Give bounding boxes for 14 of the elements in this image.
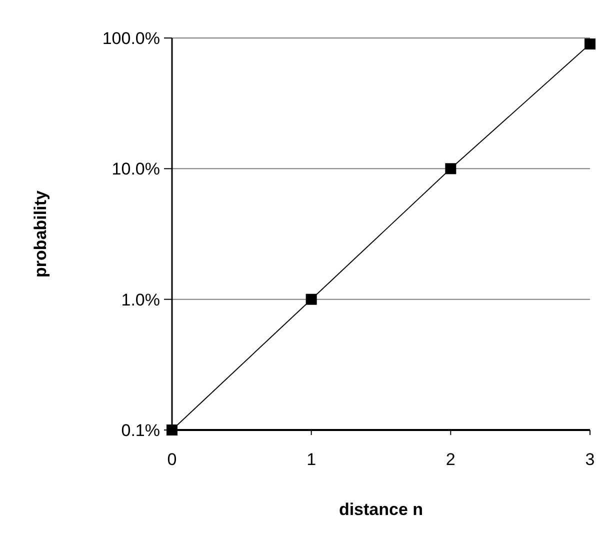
point — [445, 163, 456, 174]
y-tick-label: 1.0% — [121, 290, 160, 310]
x-tick-label: 2 — [446, 450, 456, 469]
point — [166, 424, 178, 436]
point — [306, 294, 317, 305]
y-axis-title: probability — [31, 190, 50, 278]
x-tick-label: 0 — [167, 450, 177, 469]
x-tick-label: 3 — [585, 450, 595, 469]
x-tick-label: 1 — [306, 450, 316, 469]
point — [584, 38, 596, 50]
y-tick-label: 10.0% — [112, 160, 160, 179]
x-axis-title: distance n — [338, 500, 424, 519]
y-tick-label: 0.1% — [121, 420, 160, 440]
y-tick-label: 100.0% — [102, 28, 160, 48]
